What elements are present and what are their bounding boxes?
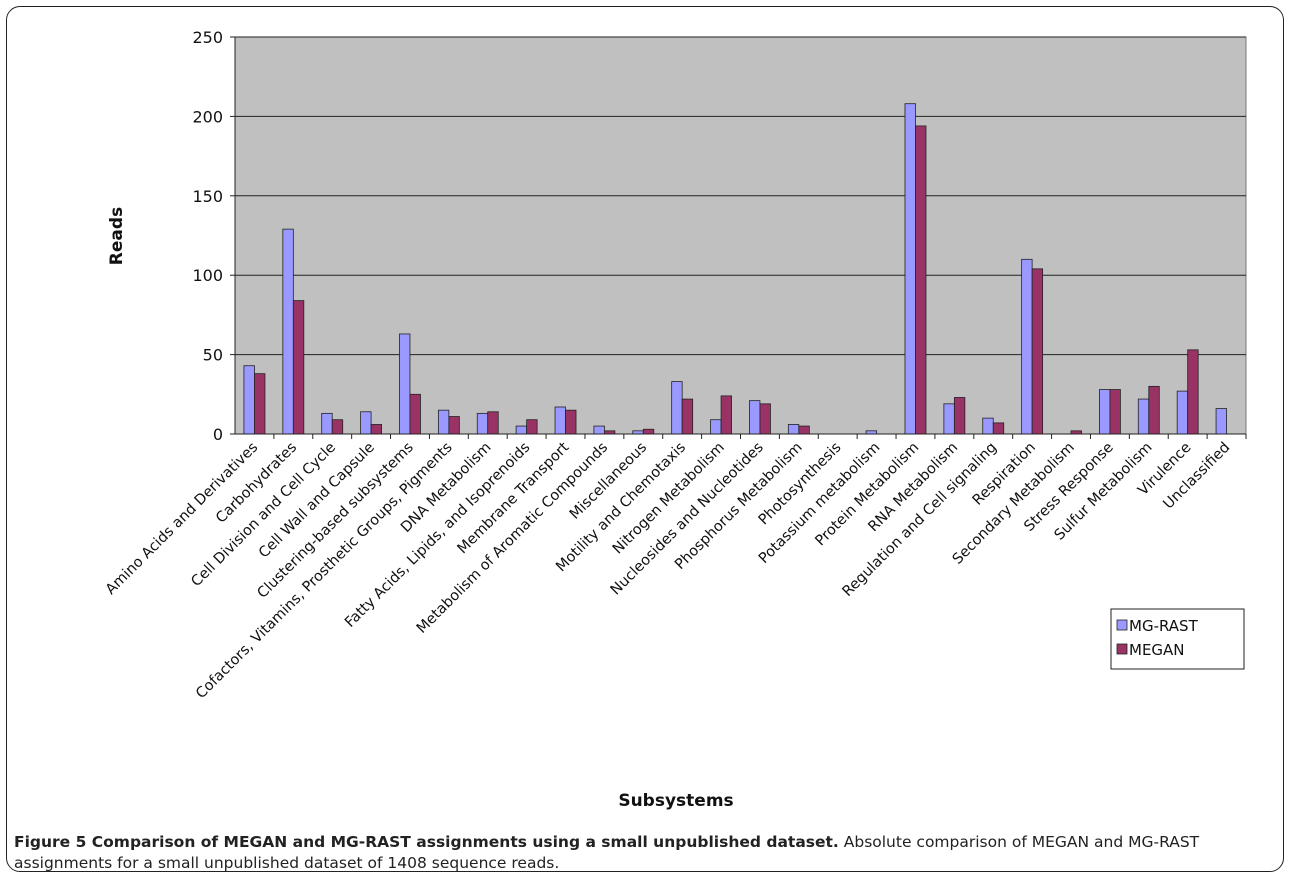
- bar-mg-rast: [1137, 398, 1150, 435]
- bar-megan: [798, 425, 810, 435]
- figure-frame: [6, 6, 1284, 872]
- bar-megan: [565, 409, 577, 435]
- bar-megan: [448, 416, 460, 435]
- bar-megan: [953, 397, 966, 435]
- bar-megan: [681, 398, 694, 435]
- bar-mg-rast: [710, 419, 722, 435]
- y-tick-label: 50: [203, 346, 223, 365]
- bar-megan: [1109, 389, 1121, 435]
- y-tick-label: 150: [192, 187, 223, 206]
- bar-mg-rast: [982, 417, 994, 435]
- bar-megan: [331, 419, 344, 435]
- legend-label-megan: MEGAN: [1129, 641, 1185, 659]
- bar-megan: [720, 395, 732, 435]
- bar-mg-rast: [943, 403, 955, 435]
- y-axis-title: Reads: [107, 207, 127, 265]
- bar-mg-rast: [437, 409, 450, 435]
- plot-area: [234, 36, 1247, 435]
- bar-megan: [759, 403, 771, 435]
- legend-box: [1110, 608, 1245, 670]
- bar-megan: [915, 125, 927, 435]
- bar-mg-rast: [904, 103, 916, 435]
- bar-megan: [370, 424, 383, 435]
- figure-caption: Figure 5 Comparison of MEGAN and MG-RAST…: [14, 832, 1276, 874]
- bar-mg-rast: [399, 333, 411, 435]
- bar-mg-rast: [476, 412, 489, 435]
- bar-mg-rast: [1021, 258, 1033, 435]
- legend-label-mg-rast: MG-RAST: [1129, 617, 1199, 635]
- bar-mg-rast: [1099, 389, 1111, 435]
- bar-mg-rast: [1215, 408, 1227, 435]
- bar-megan: [1187, 349, 1199, 435]
- bar-mg-rast: [749, 400, 761, 435]
- bar-mg-rast: [321, 412, 333, 435]
- y-axis-ticks: 0 50 100 150 200 250: [192, 28, 1246, 444]
- x-tick-label: Amino Acids and Derivatives: [103, 440, 261, 598]
- bar-megan: [992, 422, 1005, 435]
- bar-megan: [487, 411, 499, 435]
- bar-megan: [1148, 385, 1160, 435]
- bar-megan: [642, 428, 655, 435]
- caption-text: Absolute comparison of MEGAN and MG-RAST…: [14, 833, 1200, 872]
- x-axis-ticks: Amino Acids and DerivativesCarbohydrates…: [103, 434, 1247, 702]
- legend: MG-RAST MEGAN: [1110, 608, 1245, 670]
- y-tick-label: 250: [192, 28, 223, 47]
- legend-swatch-mg-rast: [1116, 619, 1128, 631]
- bar-mg-rast: [554, 406, 566, 435]
- x-axis-title: Subsystems: [618, 791, 733, 811]
- bar-megan: [254, 373, 266, 435]
- bar-mg-rast: [1176, 390, 1189, 435]
- bar-mg-rast: [282, 228, 294, 435]
- bar-megan: [292, 300, 305, 435]
- bar-mg-rast: [243, 365, 255, 435]
- y-tick-label: 0: [213, 425, 223, 444]
- bar-mg-rast: [593, 425, 605, 435]
- bar-chart: 0 50 100 150 200 250 Amino Acids and Derivati…: [103, 28, 1247, 811]
- bar-megan: [1031, 268, 1044, 435]
- bar-megan: [409, 393, 421, 435]
- y-tick-label: 100: [192, 266, 223, 285]
- gridlines: [235, 36, 1246, 356]
- bar-megan: [526, 419, 538, 435]
- bar-mg-rast: [671, 381, 683, 435]
- caption-label: Figure 5 Comparison of MEGAN and MG-RAST…: [14, 833, 839, 851]
- bar-mg-rast: [515, 425, 528, 435]
- bar-mg-rast: [787, 424, 800, 435]
- y-tick-label: 200: [192, 107, 223, 126]
- legend-swatch-megan: [1116, 643, 1128, 655]
- bar-mg-rast: [360, 411, 372, 435]
